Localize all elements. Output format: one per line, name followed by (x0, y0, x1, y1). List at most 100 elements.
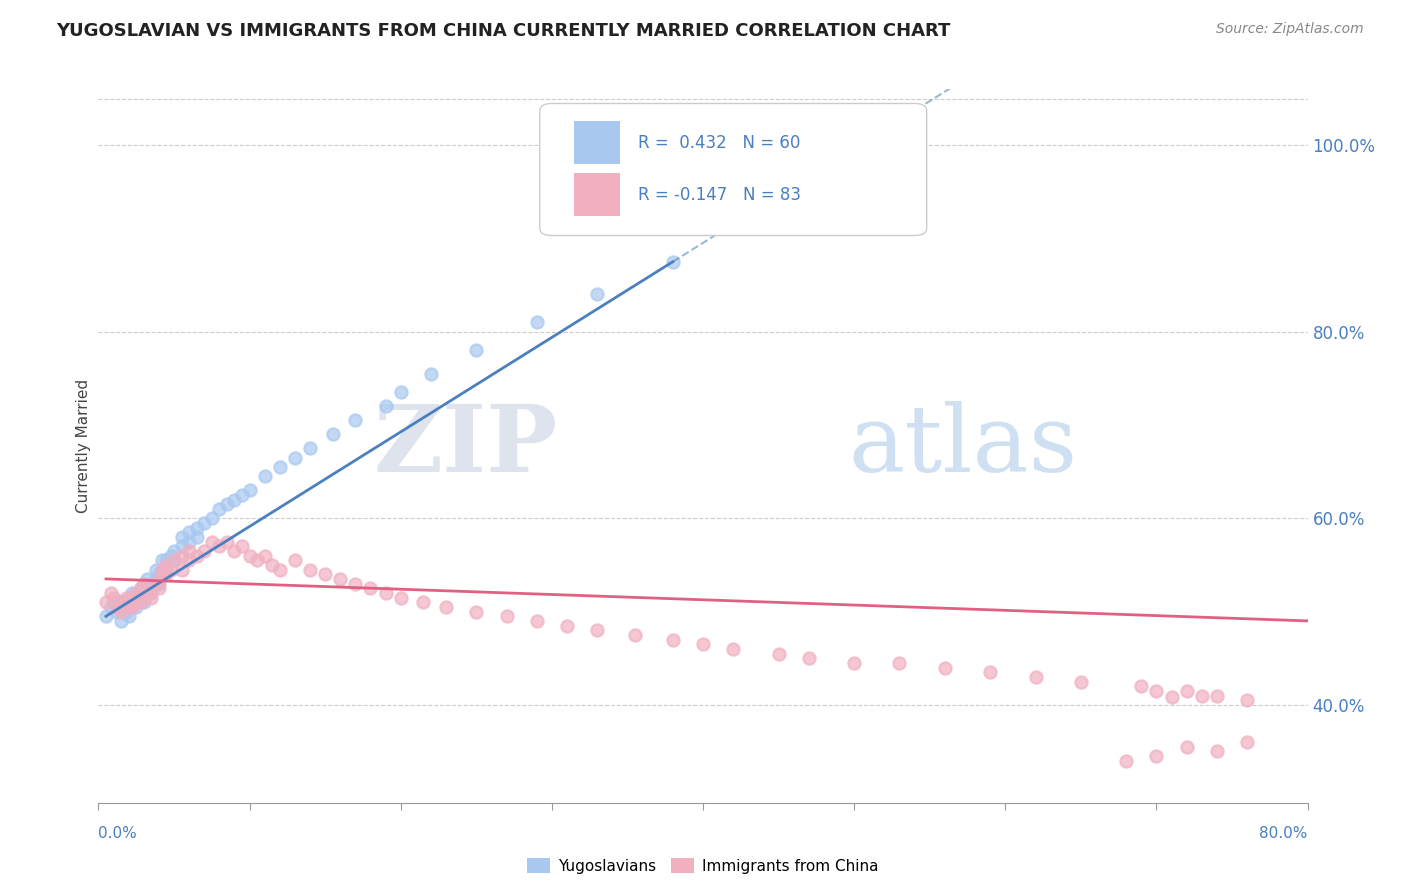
Point (94, 595, 117, 609)
Point (118, 591, 141, 605)
Point (135, 586, 157, 600)
Point (155, 558, 177, 572)
Point (160, 549, 183, 563)
Point (135, 572, 157, 586)
Point (1144, 684, 1167, 698)
Point (170, 549, 193, 563)
Point (768, 647, 790, 661)
Point (299, 442, 322, 456)
Point (1070, 674, 1092, 689)
Text: 80.0%: 80.0% (1260, 826, 1308, 841)
Point (125, 595, 148, 609)
Point (141, 591, 163, 605)
Point (145, 576, 167, 591)
Point (434, 599, 457, 614)
Point (121, 591, 143, 605)
Point (132, 591, 155, 605)
Point (148, 572, 170, 586)
Point (269, 563, 291, 577)
Point (160, 563, 183, 577)
Point (314, 567, 336, 582)
Point (269, 460, 291, 475)
Point (150, 563, 173, 577)
Point (118, 609, 141, 624)
Point (1236, 735, 1258, 749)
Point (420, 367, 443, 381)
Point (129, 591, 152, 605)
Point (934, 660, 956, 674)
Point (132, 586, 155, 600)
Text: Source: ZipAtlas.com: Source: ZipAtlas.com (1216, 22, 1364, 37)
Point (100, 599, 122, 614)
Point (889, 656, 911, 670)
Point (141, 581, 163, 595)
Point (150, 563, 173, 577)
Point (129, 595, 152, 609)
Point (215, 497, 238, 511)
Point (224, 544, 246, 558)
Point (224, 492, 246, 507)
Point (586, 287, 609, 301)
Point (121, 586, 143, 600)
Point (1206, 689, 1229, 703)
Point (125, 599, 148, 614)
Point (374, 400, 396, 414)
Point (129, 581, 152, 595)
Point (374, 586, 396, 600)
Point (1236, 693, 1258, 707)
Point (344, 576, 367, 591)
Point (155, 567, 177, 582)
Point (110, 605, 132, 619)
Point (121, 599, 143, 614)
Point (465, 605, 488, 619)
Text: R = -0.147   N = 83: R = -0.147 N = 83 (638, 186, 800, 203)
Point (118, 599, 141, 614)
Point (163, 553, 186, 567)
Point (465, 343, 488, 358)
Point (1175, 739, 1198, 754)
Point (179, 544, 201, 558)
Point (1024, 670, 1046, 684)
Point (170, 563, 193, 577)
Point (284, 450, 307, 465)
Point (110, 614, 132, 628)
Point (389, 591, 412, 605)
Point (662, 254, 685, 268)
Point (624, 628, 647, 642)
Point (110, 595, 132, 609)
Point (723, 641, 745, 656)
Point (148, 581, 170, 595)
Point (105, 605, 128, 619)
Point (186, 549, 208, 563)
Legend: Yugoslavians, Immigrants from China: Yugoslavians, Immigrants from China (522, 852, 884, 880)
Text: YUGOSLAVIAN VS IMMIGRANTS FROM CHINA CURRENTLY MARRIED CORRELATION CHART: YUGOSLAVIAN VS IMMIGRANTS FROM CHINA CUR… (56, 22, 950, 40)
Point (114, 591, 136, 605)
Point (239, 483, 262, 498)
Point (262, 558, 284, 572)
Point (284, 553, 307, 567)
Point (329, 572, 352, 586)
Point (389, 385, 412, 400)
Bar (574, 121, 620, 164)
Point (495, 609, 517, 624)
Point (141, 586, 163, 600)
Point (125, 595, 148, 609)
Point (186, 521, 208, 535)
Point (94, 609, 117, 624)
Point (586, 624, 609, 638)
Point (201, 534, 224, 549)
Text: ZIP: ZIP (374, 401, 558, 491)
Point (208, 539, 231, 553)
Point (186, 530, 208, 544)
Point (141, 576, 163, 591)
Point (132, 595, 155, 609)
Point (121, 599, 143, 614)
Point (155, 563, 177, 577)
Point (1175, 684, 1198, 698)
Point (231, 539, 253, 553)
Point (193, 516, 215, 530)
Point (148, 567, 170, 582)
Point (692, 637, 714, 651)
Point (1115, 754, 1137, 768)
Bar (574, 173, 620, 216)
